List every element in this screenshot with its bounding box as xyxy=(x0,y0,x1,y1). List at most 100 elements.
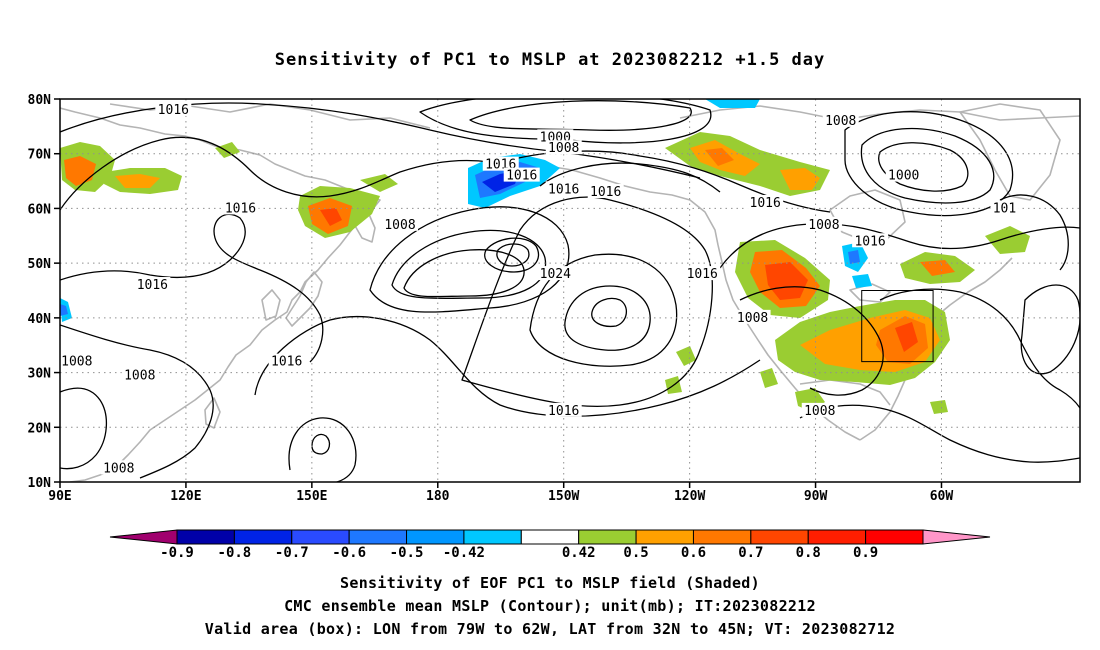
contour-label: 1016 xyxy=(548,404,579,419)
contour-label-halo xyxy=(990,200,1019,215)
colorbar-label: 0.8 xyxy=(796,545,821,561)
caption-contour: CMC ensemble mean MSLP (Contour); unit(m… xyxy=(284,597,816,615)
contour-label-halo xyxy=(822,112,859,127)
contour-label-halo xyxy=(545,402,582,417)
contour-984-low-center xyxy=(484,237,540,273)
shade-positive-southeast-us-hot xyxy=(895,322,918,352)
colorbar-swatch xyxy=(692,529,752,545)
contour-1016-canada-south xyxy=(719,223,1080,269)
contour-label: 1016 xyxy=(750,196,781,211)
colorbar-arrow-high xyxy=(922,529,991,545)
colorbar-label: -0.6 xyxy=(332,545,366,561)
contour-label: 1016 xyxy=(506,169,537,184)
contour-label-halo xyxy=(155,101,192,116)
contour-1000-aleutian-low xyxy=(391,229,547,300)
contour-label: 1008 xyxy=(124,368,155,383)
contour-992-aleutian-low xyxy=(403,249,525,298)
contour-1000-canada-low xyxy=(860,127,995,204)
contour-1008-us-trough xyxy=(739,286,884,396)
lon-tick-label: 180 xyxy=(426,489,450,504)
gridlines xyxy=(60,99,1080,482)
colorbar-swatch xyxy=(807,529,867,545)
contour-label: 1016 xyxy=(590,185,621,200)
colorbar-swatch xyxy=(750,529,809,545)
contour-label-halo xyxy=(482,156,519,171)
coastline-asia-east xyxy=(60,107,381,482)
contour-label: 1016 xyxy=(137,278,168,293)
coastline-japan xyxy=(285,271,323,327)
coastline-greenland xyxy=(959,103,1061,201)
shade-negative-arctic xyxy=(705,99,760,108)
colorbar-label: -0.5 xyxy=(390,545,424,561)
lat-tick-label: 30N xyxy=(28,367,52,382)
contour-label-halo xyxy=(684,266,721,281)
contour-label: 1008 xyxy=(103,461,134,476)
contour-label-halo xyxy=(805,216,842,231)
colorbar-arrow-low xyxy=(109,529,178,545)
contour-1008-canada-low xyxy=(844,111,1014,217)
contour-label: 1016 xyxy=(548,182,579,197)
axis-ticks xyxy=(54,98,943,488)
lon-tick-label: 150W xyxy=(548,489,579,504)
lon-tick-label: 90W xyxy=(804,489,828,504)
contour-1008-gulf xyxy=(799,404,1080,463)
contour-label: 1000 xyxy=(888,169,919,184)
lat-tick-label: 20N xyxy=(28,421,52,436)
colorbar-label: 0.6 xyxy=(681,545,706,561)
lat-tick-label: 50N xyxy=(28,257,52,272)
colorbar-swatch xyxy=(291,529,350,545)
shade-positive-siberia-3 xyxy=(215,142,240,158)
contour-label: 1016 xyxy=(271,355,302,370)
colorbar-swatch xyxy=(348,529,408,545)
shade-positive-pacific-east xyxy=(676,346,696,366)
coastline-north-america-west xyxy=(717,244,861,441)
contour-label-halo xyxy=(734,309,771,324)
contour-label: 1016 xyxy=(158,103,189,118)
shade-positive-west-us-core xyxy=(765,262,808,300)
contour-1008-north-pacific xyxy=(419,99,712,144)
colorbar-label: -0.9 xyxy=(160,545,194,561)
colorbar-swatch xyxy=(520,529,580,545)
colorbar-swatch xyxy=(865,529,924,545)
shade-positive-okhotsk-hot xyxy=(320,208,342,226)
contour-label: 1016 xyxy=(225,201,256,216)
sensitivity-shading xyxy=(60,99,1030,414)
contour-label: 1008 xyxy=(804,404,835,419)
shade-negative-plains xyxy=(852,274,872,288)
contour-label: 1008 xyxy=(808,218,839,233)
map-frame xyxy=(59,98,1081,483)
contour-label-halo xyxy=(545,181,582,196)
shade-positive-canada-east xyxy=(780,168,820,190)
contour-label: 1016 xyxy=(854,234,885,249)
contour-label-halo xyxy=(60,353,95,368)
contour-1032-pacific-high xyxy=(564,285,651,351)
caption-shading: Sensitivity of EOF PC1 to MSLP field (Sh… xyxy=(340,574,760,592)
contour-1016-atlantic-loop xyxy=(1020,284,1080,375)
contour-label: 1008 xyxy=(384,218,415,233)
coastline-korea xyxy=(261,289,281,321)
colorbar-swatch xyxy=(578,529,637,545)
contour-label-halo xyxy=(382,216,418,231)
colorbar-label: 0.42 xyxy=(562,545,596,561)
contour-label-halo xyxy=(268,353,305,368)
shade-positive-quebec-core xyxy=(920,260,955,276)
contour-label: 1008 xyxy=(737,311,768,326)
contour-label-halo xyxy=(587,184,624,199)
latitude-axis: 80N 70N 60N 50N 40N 30N 20N 10N xyxy=(28,93,52,491)
lat-tick-label: 70N xyxy=(28,148,52,163)
lat-tick-label: 60N xyxy=(28,202,52,217)
shade-negative-west-edge-core xyxy=(60,304,68,316)
contour-label-halo xyxy=(747,194,784,209)
contour-1008-aleutian-low-outer xyxy=(369,206,570,313)
lat-tick-label: 80N xyxy=(28,93,52,108)
colorbar-label: -0.7 xyxy=(275,545,309,561)
colorbar-swatch xyxy=(406,529,465,545)
shade-positive-atlantic xyxy=(930,400,948,414)
contour-label-halo xyxy=(222,200,259,215)
contour-1016-pacific-high-outer xyxy=(461,196,713,408)
contour-label-halo xyxy=(537,266,574,281)
contour-1016-siberia xyxy=(60,136,491,211)
contour-label-halo xyxy=(503,167,540,182)
